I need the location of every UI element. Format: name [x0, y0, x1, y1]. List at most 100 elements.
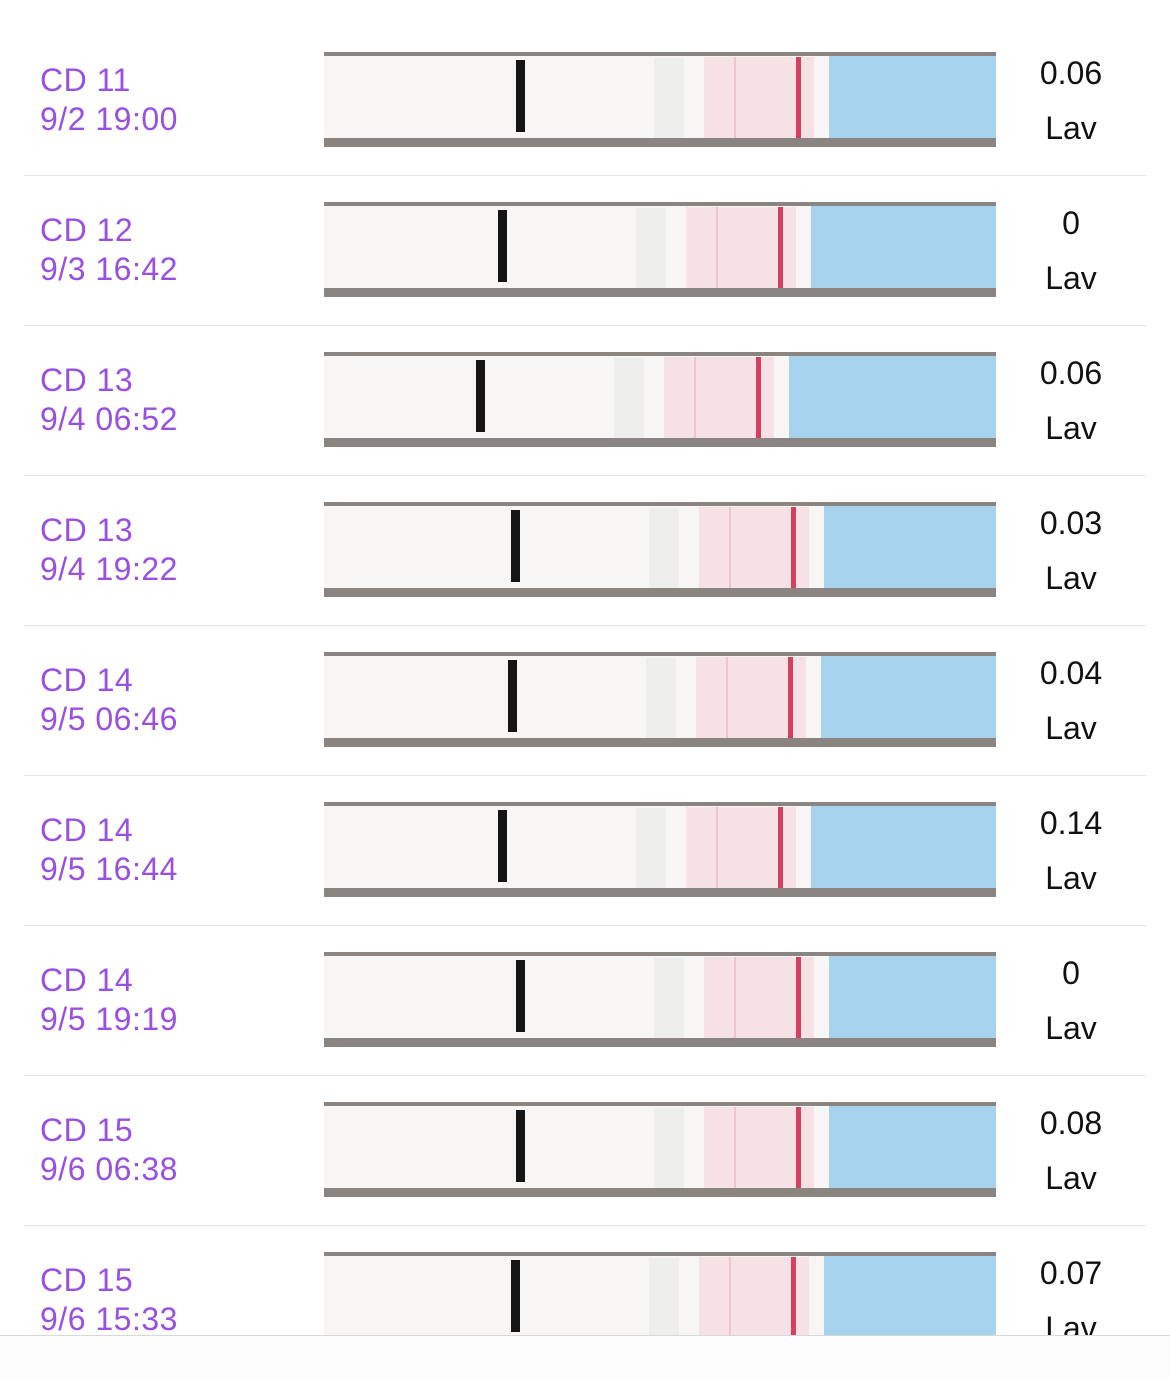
- test-row: CD 15 9/6 06:38 0.08 Lav: [0, 1075, 1170, 1225]
- lh-status: Lav: [1045, 260, 1097, 296]
- strip-part: [778, 807, 783, 888]
- lh-status: Lav: [1045, 1010, 1097, 1046]
- test-time: 9/6 06:38: [40, 1151, 178, 1187]
- separator: [24, 925, 1146, 926]
- cycle-day: CD 14: [40, 662, 134, 698]
- strip-part: [811, 206, 996, 288]
- test-time: 9/3 16:42: [40, 251, 178, 287]
- strip-part: [654, 1108, 684, 1188]
- cycle-day: CD 14: [40, 962, 134, 998]
- strip-part: [824, 506, 996, 588]
- strip-part: [508, 660, 517, 732]
- lh-value: 0.06: [1039, 355, 1103, 391]
- test-strip-photo: [324, 52, 996, 147]
- separator: [24, 1225, 1146, 1226]
- cycle-day: CD 14: [40, 812, 134, 848]
- strip-part: [756, 357, 761, 438]
- strip-part: [664, 357, 774, 438]
- test-strip-photo: [324, 502, 996, 597]
- test-row: CD 14 9/5 19:19 0 Lav: [0, 925, 1170, 1075]
- cycle-day: CD 15: [40, 1262, 134, 1298]
- lh-value: 0: [1062, 955, 1080, 991]
- strip-part: [704, 957, 814, 1038]
- strip-part: [704, 1107, 814, 1188]
- strip-part: [686, 207, 796, 288]
- test-row: CD 13 9/4 06:52 0.06 Lav: [0, 325, 1170, 475]
- strip-part: [498, 210, 507, 282]
- separator: [24, 475, 1146, 476]
- strip-part: [636, 208, 666, 288]
- cycle-day: CD 13: [40, 362, 134, 398]
- lh-status: Lav: [1045, 860, 1097, 896]
- test-list: CD 11 9/2 19:00 0.06 Lav CD 12 9/3 16:42 0 Lav C…: [0, 52, 1170, 1335]
- strip-part: [516, 60, 525, 132]
- strip-part: [796, 957, 801, 1038]
- cycle-day: CD 15: [40, 1112, 134, 1148]
- strip-part: [788, 657, 793, 738]
- strip-part: [511, 1260, 520, 1332]
- strip-part: [829, 56, 996, 138]
- strip-part: [699, 507, 809, 588]
- lh-status: Lav: [1045, 1310, 1097, 1335]
- strip-part: [636, 808, 666, 888]
- test-time: 9/6 15:33: [40, 1301, 178, 1335]
- separator: [24, 175, 1146, 176]
- strip-part: [686, 807, 796, 888]
- test-time: 9/5 06:46: [40, 701, 178, 737]
- strip-part: [796, 57, 801, 138]
- lh-value: 0.08: [1039, 1105, 1103, 1141]
- lh-status: Lav: [1045, 410, 1097, 446]
- test-row: CD 14 9/5 16:44 0.14 Lav: [0, 775, 1170, 925]
- strip-part: [699, 1257, 809, 1335]
- test-row: CD 15 9/6 15:33 0.07 Lav: [0, 1225, 1170, 1335]
- cycle-day: CD 12: [40, 212, 134, 248]
- strip-part: [821, 656, 996, 738]
- test-row: CD 14 9/5 06:46 0.04 Lav: [0, 625, 1170, 775]
- lh-status: Lav: [1045, 1160, 1097, 1196]
- separator: [24, 1075, 1146, 1076]
- strip-part: [729, 1257, 731, 1335]
- lh-status: Lav: [1045, 560, 1097, 596]
- strip-part: [796, 1107, 801, 1188]
- strip-part: [516, 1110, 525, 1182]
- strip-part: [734, 57, 736, 138]
- test-row: CD 12 9/3 16:42 0 Lav: [0, 175, 1170, 325]
- bottom-bar: [0, 1335, 1170, 1378]
- strip-part: [511, 510, 520, 582]
- strip-part: [734, 1107, 736, 1188]
- strip-part: [824, 1256, 996, 1335]
- strip-part: [649, 1258, 679, 1335]
- strip-part: [811, 806, 996, 888]
- strip-part: [829, 1106, 996, 1188]
- cycle-day: CD 11: [40, 62, 131, 98]
- strip-part: [716, 807, 718, 888]
- lh-value: 0.03: [1039, 505, 1103, 541]
- strip-part: [696, 657, 806, 738]
- separator: [24, 325, 1146, 326]
- lh-value: 0.07: [1039, 1255, 1103, 1291]
- strip-part: [498, 810, 507, 882]
- strip-part: [654, 58, 684, 138]
- cycle-day: CD 13: [40, 512, 134, 548]
- lh-value: 0.06: [1039, 55, 1103, 91]
- test-strip-photo: [324, 202, 996, 297]
- test-time: 9/5 16:44: [40, 851, 178, 887]
- lh-status: Lav: [1045, 110, 1097, 146]
- test-strip-photo: [324, 352, 996, 447]
- strip-part: [516, 960, 525, 1032]
- strip-part: [614, 358, 644, 438]
- test-time: 9/4 06:52: [40, 401, 178, 437]
- test-time: 9/2 19:00: [40, 101, 178, 137]
- test-strip-photo: [324, 1102, 996, 1197]
- strip-part: [829, 956, 996, 1038]
- lh-value: 0.04: [1039, 655, 1103, 691]
- strip-part: [791, 1257, 796, 1335]
- strip-part: [789, 356, 996, 438]
- strip-part: [654, 958, 684, 1038]
- lh-value: 0.14: [1039, 805, 1103, 841]
- lh-value: 0: [1062, 205, 1080, 241]
- strip-part: [476, 360, 485, 432]
- test-strip-photo: [324, 652, 996, 747]
- strip-part: [646, 658, 676, 738]
